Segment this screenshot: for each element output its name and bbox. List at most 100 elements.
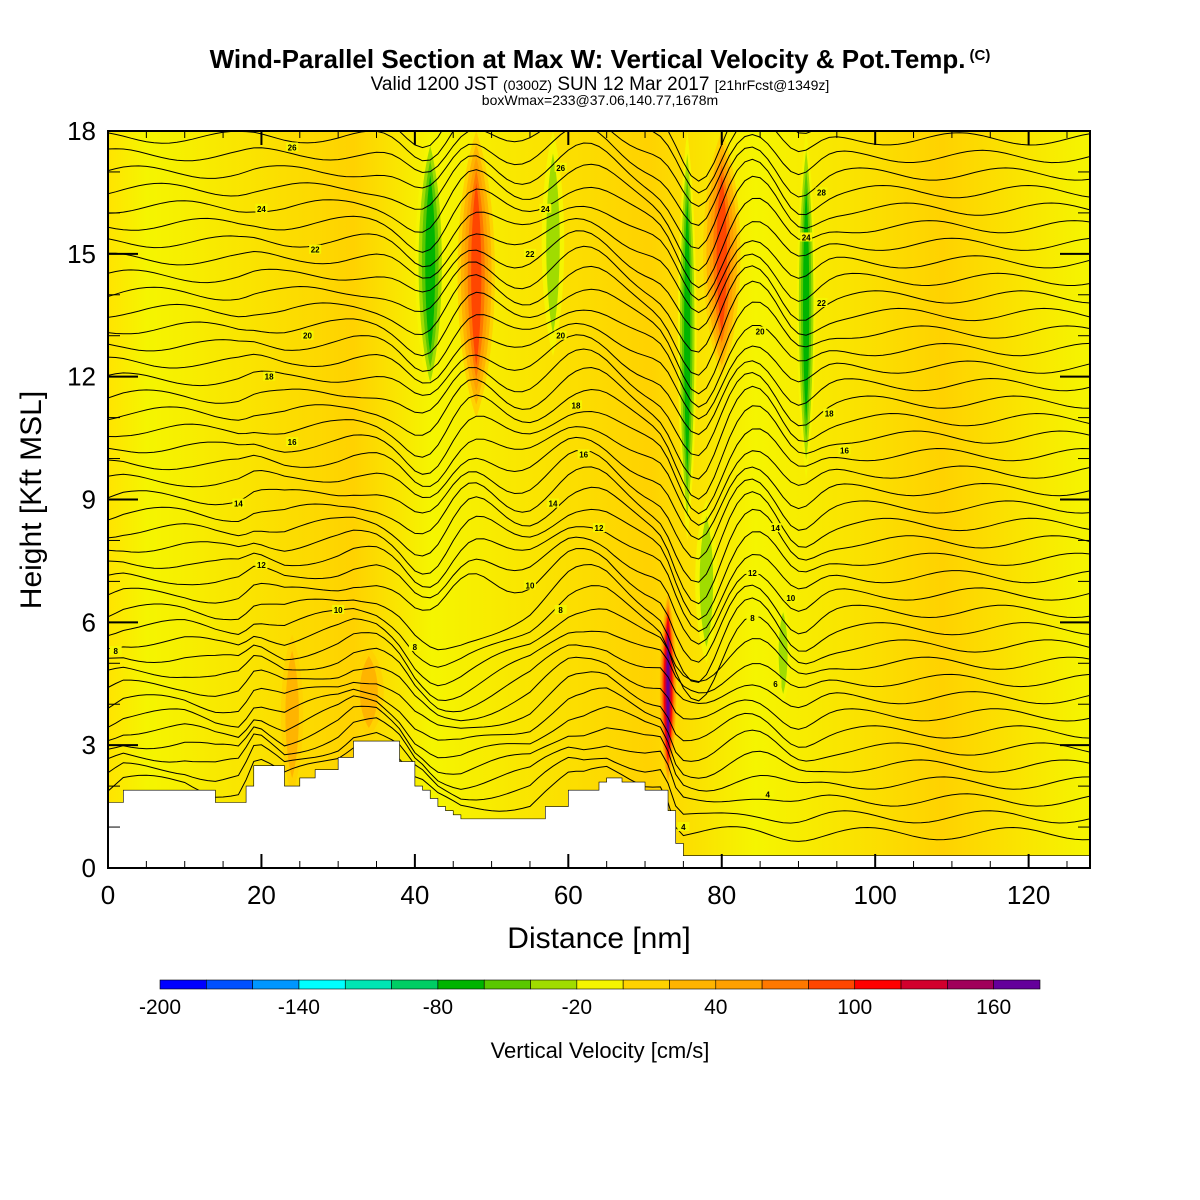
colorbar-swatch [761, 979, 809, 990]
isentrope-line [108, 486, 1090, 605]
y-tick-label: 6 [82, 607, 96, 637]
isentrope-line [108, 388, 1090, 500]
contour-label-bg [815, 187, 828, 197]
contour-label: 16 [579, 450, 588, 459]
contour-label-bg [286, 437, 299, 447]
contour-label: 28 [817, 188, 826, 197]
velocity-core [684, 199, 691, 473]
isentrope-line [108, 563, 1090, 684]
valid-utc: (0300Z) [503, 77, 553, 93]
colorbar-tick-label: -140 [278, 996, 320, 1019]
contour-label: 8 [413, 643, 418, 652]
contour-label: 4 [681, 823, 686, 832]
chart-subtitle: Valid 1200 JST (0300Z) SUN 12 Mar 2017 [… [0, 74, 1200, 96]
contour-label-bg [546, 498, 559, 508]
contour-label: 14 [234, 500, 243, 509]
valid-prefix: Valid 1200 JST [370, 74, 498, 95]
contour-label-bg [746, 613, 759, 623]
velocity-core [285, 650, 299, 779]
velocity-core [803, 189, 810, 422]
x-tick-label: 60 [554, 880, 583, 910]
x-tick-label: 100 [853, 880, 896, 910]
colorbar-tick-label: -200 [139, 996, 181, 1019]
isentrope-line [108, 436, 1090, 540]
contour-label: 4 [766, 790, 771, 799]
isentrope-line [108, 142, 1090, 250]
isentrope-line [108, 644, 1090, 713]
velocity-core [546, 153, 560, 334]
contour-label-bg [255, 203, 268, 213]
isentrope-line [108, 245, 1090, 353]
colorbar-swatch [993, 979, 1041, 990]
contour-label-bg [838, 445, 851, 455]
isentrope-line [108, 687, 1090, 762]
contour-label-bg [523, 580, 536, 590]
contour-label-bg [769, 523, 782, 533]
contour-label: 10 [786, 594, 795, 603]
contour-label: 8 [558, 606, 563, 615]
colorbar-swatch [344, 979, 392, 990]
colorbar-swatch [947, 979, 994, 990]
isentrope-line [108, 585, 1090, 702]
contour-label: 22 [526, 250, 535, 259]
contour-label-bg [746, 568, 759, 578]
box-info: boxWmax=233@37.06,140.77,1678m [481, 92, 719, 108]
colorbar-tick-label: -20 [562, 996, 592, 1019]
x-tick-label: 0 [101, 880, 115, 910]
colorbar-swatch [808, 979, 856, 990]
isentrope-line [108, 656, 1090, 730]
contour-label-bg [309, 244, 322, 254]
isentrope-line [108, 265, 1090, 376]
contour-label-bg [539, 203, 552, 213]
contour-label: 22 [311, 246, 320, 255]
colorbar-swatch [622, 979, 670, 990]
colorbar-swatch [669, 979, 717, 990]
colorbar-swatch [483, 979, 531, 990]
colorbar-title: Vertical Velocity [cm/s] [491, 1038, 710, 1063]
contour-label-bg [554, 162, 567, 172]
contour-label-bg [263, 371, 276, 381]
forecast-info: [21hrFcst@1349z] [714, 77, 830, 93]
isentrope-line [108, 205, 1090, 301]
contour-label-bg [577, 449, 590, 459]
isentrope-line [108, 322, 1090, 420]
x-axis-title: Distance [nm] [507, 922, 690, 955]
contour-label-bg [332, 605, 345, 615]
colorbar-swatch [530, 979, 578, 990]
contour-label: 14 [549, 500, 558, 509]
chart-title: Wind-Parallel Section at Max W: Vertical… [0, 44, 1200, 75]
isentrope-line [108, 288, 1090, 395]
colorbar-tick-label: 100 [837, 996, 872, 1019]
isentrope-line [108, 508, 1090, 621]
colorbar-swatch [159, 979, 207, 990]
copyright-mark: (C) [969, 47, 991, 64]
contour-label-bg [301, 330, 314, 340]
contour-label: 18 [265, 373, 274, 382]
colorbar-swatch [298, 979, 346, 990]
x-tick-label: 120 [1007, 880, 1050, 910]
x-tick-label: 40 [400, 880, 429, 910]
y-tick-label: 18 [67, 116, 96, 146]
y-tick-label: 0 [82, 853, 96, 883]
contour-label: 16 [288, 438, 297, 447]
isentrope-line [108, 426, 1090, 526]
contour-label-bg [554, 330, 567, 340]
contour-label: 20 [756, 328, 765, 337]
contour-label: 24 [257, 205, 266, 214]
contour-label: 10 [526, 581, 535, 590]
contour-label-bg [677, 822, 690, 832]
contour-label: 18 [825, 410, 834, 419]
y-tick-label: 12 [67, 362, 96, 392]
contour-label-bg [408, 641, 421, 651]
contour-label: 12 [748, 569, 757, 578]
isentrope-line [108, 671, 1090, 748]
colorbar-swatch [437, 979, 485, 990]
contour-label: 10 [334, 606, 343, 615]
colorbar-tick-label: 40 [704, 996, 727, 1019]
isentrope-line [108, 608, 1090, 687]
contour-label-bg [823, 408, 836, 418]
plot-area: 26 24 22 20 18 16 14 12 10 8 8 26 24 22 20 18 16 14 12 10 8 2… [108, 131, 1090, 868]
colorbar-tick-label: -80 [423, 996, 453, 1019]
contour-label-bg [761, 789, 774, 799]
